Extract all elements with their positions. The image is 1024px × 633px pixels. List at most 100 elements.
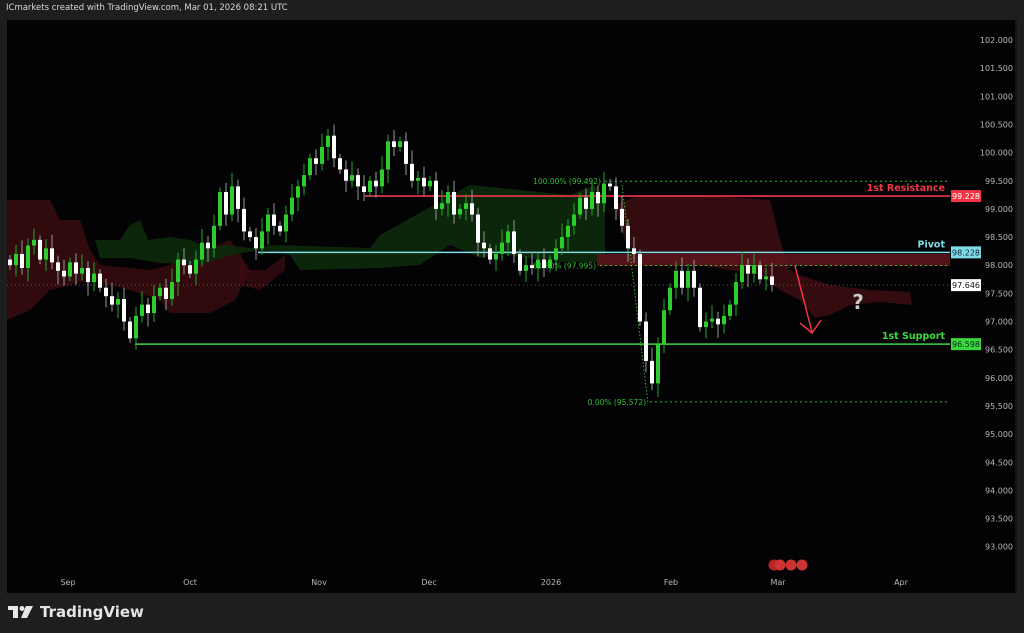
pivot-price-tag bbox=[951, 246, 981, 259]
candle-body bbox=[122, 298, 126, 322]
candle bbox=[254, 228, 258, 260]
x-tick-label: Mar bbox=[770, 578, 786, 587]
x-tick-label: Apr bbox=[894, 578, 909, 587]
candle bbox=[614, 177, 618, 221]
us-flag-event-icon[interactable] bbox=[796, 559, 808, 571]
candle bbox=[470, 189, 474, 222]
candle-body bbox=[668, 287, 672, 311]
candle bbox=[194, 250, 198, 285]
candle bbox=[116, 292, 120, 319]
candle-body bbox=[344, 169, 348, 181]
candle-body bbox=[548, 259, 552, 269]
candle bbox=[626, 219, 630, 262]
candle-body bbox=[92, 273, 96, 283]
candle-body bbox=[164, 287, 168, 299]
candle bbox=[86, 261, 90, 296]
candle-body bbox=[488, 248, 492, 260]
y-tick-label: 100.000 bbox=[980, 149, 1013, 158]
fib-level-label: 61.80% (97.995) bbox=[533, 261, 596, 270]
candle-body bbox=[662, 310, 666, 345]
candle bbox=[104, 278, 108, 308]
candle-body bbox=[194, 259, 198, 274]
candle-body bbox=[404, 141, 408, 164]
us-flag-event-icon[interactable] bbox=[785, 559, 797, 571]
economic-events[interactable] bbox=[768, 559, 808, 571]
candle bbox=[8, 255, 12, 270]
candle bbox=[296, 179, 300, 212]
candle bbox=[224, 183, 228, 226]
candle-body bbox=[14, 253, 18, 266]
candle-body bbox=[764, 276, 768, 280]
candle bbox=[752, 253, 756, 283]
candle-body bbox=[554, 248, 558, 260]
x-tick-label: Sep bbox=[60, 578, 75, 587]
candle-body bbox=[746, 265, 750, 274]
candle bbox=[734, 273, 738, 316]
y-tick-label: 101.500 bbox=[980, 64, 1013, 73]
candle bbox=[386, 134, 390, 184]
support-label: 1st Support bbox=[882, 331, 946, 342]
candle-body bbox=[644, 321, 648, 361]
candle bbox=[440, 189, 444, 216]
candle bbox=[602, 172, 606, 213]
candle-body bbox=[74, 262, 78, 274]
candle bbox=[572, 203, 576, 235]
candle bbox=[644, 312, 648, 373]
candle bbox=[638, 249, 642, 327]
pivot-zone bbox=[597, 254, 950, 266]
candle bbox=[584, 188, 588, 221]
candle bbox=[698, 283, 702, 332]
candle bbox=[272, 203, 276, 235]
candle-body bbox=[224, 192, 228, 215]
candle bbox=[416, 171, 420, 195]
candle-body bbox=[38, 239, 42, 260]
chart-background bbox=[7, 20, 1017, 593]
current-price-tag-text: 97.646 bbox=[952, 281, 980, 290]
candle bbox=[326, 128, 330, 161]
bearish-projection-arrow-icon[interactable] bbox=[794, 265, 822, 335]
candle-body bbox=[44, 248, 48, 260]
candle bbox=[290, 184, 294, 222]
candle bbox=[128, 316, 132, 343]
candle bbox=[446, 185, 450, 217]
candle-body bbox=[110, 296, 114, 305]
candle bbox=[548, 255, 552, 273]
x-tick-label: Nov bbox=[311, 578, 327, 587]
candle-body bbox=[176, 259, 180, 283]
candle bbox=[422, 166, 426, 196]
candle-body bbox=[626, 225, 630, 249]
candle-body bbox=[686, 270, 690, 288]
tradingview-logo[interactable]: TradingView bbox=[8, 603, 144, 621]
us-flag-event-icon[interactable] bbox=[774, 559, 786, 571]
candle-body bbox=[674, 270, 678, 288]
candle bbox=[344, 160, 348, 193]
candle bbox=[158, 283, 162, 301]
candle-body bbox=[350, 175, 354, 181]
candle bbox=[164, 278, 168, 311]
candle bbox=[728, 300, 732, 321]
candle bbox=[542, 248, 546, 278]
y-tick-label: 94.000 bbox=[985, 486, 1013, 495]
candle-body bbox=[458, 208, 462, 215]
y-tick-label: 99.000 bbox=[985, 205, 1013, 214]
candle-body bbox=[434, 180, 438, 209]
candle bbox=[200, 229, 204, 267]
candle bbox=[722, 304, 726, 334]
candle-body bbox=[242, 208, 246, 232]
y-tick-label: 96.500 bbox=[985, 346, 1013, 355]
candle bbox=[266, 207, 270, 245]
candle bbox=[656, 337, 660, 397]
candle-body bbox=[116, 298, 120, 305]
question-mark-annotation[interactable]: ? bbox=[852, 290, 864, 314]
candle bbox=[74, 253, 78, 285]
price-chart[interactable]: 102.000 101.500 101.000 100.500 100.000 99.50… bbox=[7, 20, 1017, 593]
candle-body bbox=[584, 197, 588, 209]
candle-body bbox=[416, 177, 420, 181]
candle bbox=[398, 136, 402, 152]
candle bbox=[38, 235, 42, 265]
candle bbox=[32, 228, 36, 255]
resistance-price-tag bbox=[951, 190, 981, 203]
candle bbox=[410, 150, 414, 188]
candle-body bbox=[56, 262, 60, 271]
candle-body bbox=[128, 321, 132, 339]
